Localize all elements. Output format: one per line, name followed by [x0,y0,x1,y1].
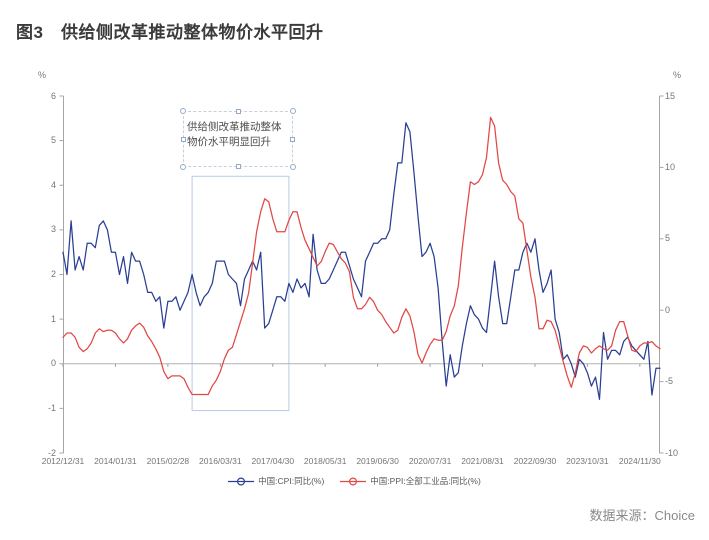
left-axis-tick-label: 2 [50,269,56,279]
x-axis-tick-label: 2014/01/31 [94,456,137,466]
resize-handle-s[interactable] [236,164,241,169]
right-axis-tick-label: 5 [665,233,671,244]
resize-handle-n[interactable] [236,109,241,114]
resize-handle-se[interactable] [290,164,296,170]
left-axis-tick-label: 1 [50,313,56,324]
x-axis-tick-label: 2024/11/30 [618,456,661,466]
right-axis-unit: % [673,70,682,80]
left-axis-tick-label: 3 [50,224,56,235]
x-axis-tick-label: 2018/05/31 [303,456,347,466]
right-axis-tick-label: -5 [665,376,674,387]
legend-item-ppi: 中国:PPI:全部工业品:同比(%) [340,475,481,487]
legend: 中国:CPI:同比(%) 中国:PPI:全部工业品:同比(%) [0,474,709,488]
data-source-label: 数据来源：Choice [589,508,695,523]
left-axis-tick-label: 4 [50,179,56,190]
right-axis-tick-label: -10 [665,447,679,458]
figure-title: 图3 供给侧改革推动整体物价水平回升 [16,23,324,42]
right-axis-tick-label: 0 [665,304,671,315]
right-axis-tick-label: 15 [665,90,676,101]
legend-label-cpi: 中国:CPI:同比(%) [258,476,325,486]
x-axis-tick-label: 2016/03/31 [199,456,242,466]
right-axis-tick-label: 10 [665,161,676,172]
legend-label-ppi: 中国:PPI:全部工业品:同比(%) [370,476,481,486]
cpi-legend-marker [228,476,255,486]
left-axis-tick-label: 0 [50,358,56,369]
annotation-text-line-2: 物价水平明显回升 [187,136,271,148]
highlight-rect[interactable] [191,175,290,412]
resize-handle-nw[interactable] [180,108,186,114]
left-axis-tick-label: -1 [47,402,56,413]
x-axis-tick-label: 2017/04/30 [251,456,295,466]
x-axis-tick-label: 2021/08/31 [461,456,504,466]
resize-handle-e[interactable] [290,137,295,142]
resize-handle-sw[interactable] [180,164,186,170]
left-axis-tick-label: -2 [47,447,56,458]
x-axis-tick-label: 2023/10/31 [566,456,609,466]
annotation-text-line-1: 供给侧改革推动整体 [187,121,282,133]
x-axis-tick-label: 2015/02/28 [146,456,190,466]
resize-handle-w[interactable] [181,137,186,142]
annotation-textbox[interactable]: 供给侧改革推动整体 物价水平明显回升 [180,108,296,170]
legend-item-cpi: 中国:CPI:同比(%) [228,475,324,487]
x-axis-tick-label: 2022/09/30 [513,456,557,466]
x-axis-tick-label: 2012/12/31 [41,456,85,466]
left-axis-tick-label: 5 [50,135,56,146]
left-axis-unit: % [38,70,47,80]
ppi-legend-marker [340,476,367,486]
ppi-line [62,116,661,396]
cpi-line [62,122,661,401]
x-axis-tick-label: 2019/06/30 [356,456,399,466]
resize-handle-ne[interactable] [290,108,296,114]
x-axis-tick-label: 2020/07/31 [408,456,452,466]
left-axis-tick-label: 6 [50,90,56,101]
